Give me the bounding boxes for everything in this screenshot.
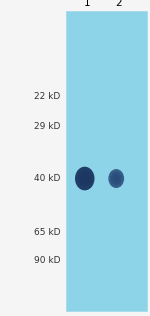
- Ellipse shape: [111, 172, 122, 185]
- Text: 22 kD: 22 kD: [34, 92, 60, 101]
- Ellipse shape: [75, 167, 94, 190]
- Text: 40 kD: 40 kD: [34, 174, 60, 183]
- Ellipse shape: [78, 170, 92, 187]
- Text: 29 kD: 29 kD: [34, 122, 60, 131]
- Text: 65 kD: 65 kD: [33, 228, 60, 237]
- Text: 1: 1: [84, 0, 90, 8]
- Ellipse shape: [108, 169, 124, 188]
- Text: 2: 2: [115, 0, 122, 8]
- Bar: [66, 11, 147, 311]
- Ellipse shape: [81, 174, 89, 183]
- Text: 90 kD: 90 kD: [33, 256, 60, 265]
- Ellipse shape: [113, 175, 119, 182]
